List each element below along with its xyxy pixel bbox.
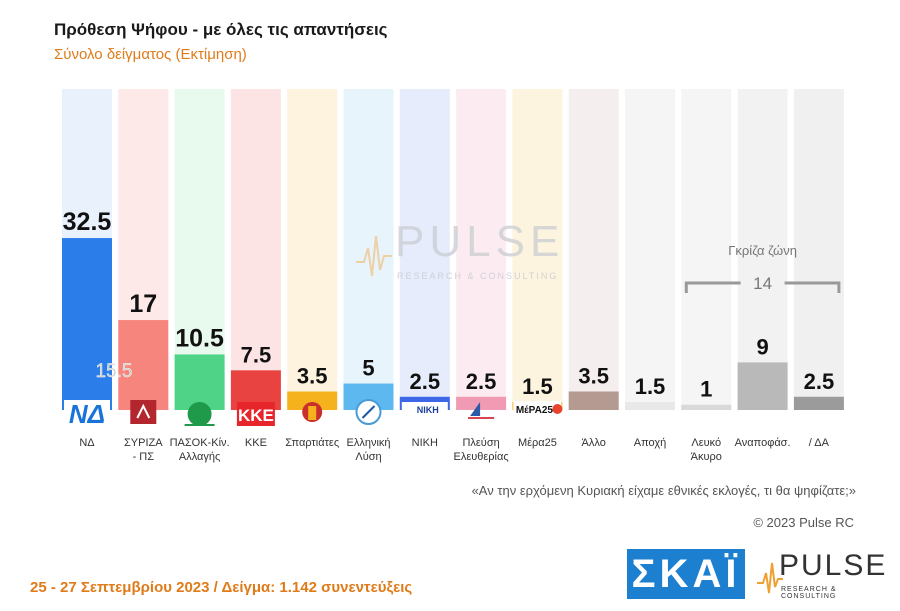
watermark-word: PULSE <box>395 217 564 266</box>
bar <box>118 320 169 410</box>
mera25-logo: ΜέΡΑ25 <box>516 405 554 416</box>
category-label: Αναποφάσ. <box>735 437 791 449</box>
pulse-logo: PULSE RESEARCH & CONSULTING <box>757 549 892 601</box>
category-label: Μέρα25 <box>518 437 557 449</box>
bar-value-label: 1.5 <box>522 374 553 399</box>
niki-logo-bg <box>401 402 448 416</box>
bar <box>681 404 732 410</box>
kke-logo: ΚΚΕ <box>238 406 274 425</box>
bar-chart: PULSE RESEARCH & CONSULTING 32.5 ΝΔ 17 ΣΥΡΙΖΑ… <box>62 89 844 463</box>
bar-value-label: 9 <box>756 334 768 359</box>
bar <box>625 402 675 410</box>
category-label: ΝΔ <box>79 437 95 449</box>
elliniki-lysi-compass-needle <box>361 405 376 419</box>
bar-background <box>793 89 844 410</box>
bar-value-label: 3.5 <box>297 363 328 388</box>
pulse-wave-icon <box>757 562 783 594</box>
bar <box>737 362 788 410</box>
gray-zone-bracket-right <box>784 281 841 293</box>
nd-logo: ΝΔ <box>69 399 105 429</box>
survey-question: «Αν την ερχόμενη Κυριακή είχαμε εθνικές … <box>471 483 856 498</box>
bar-value-label: 2.5 <box>466 369 497 394</box>
skai-logo: ΣΚΑΪ <box>627 549 745 599</box>
bar <box>568 391 619 410</box>
category-label: ΣΥΡΙΖΑ <box>124 437 163 449</box>
syriza-comparison-label: 15.5 <box>96 361 133 382</box>
pulse-logo-tagline: RESEARCH & CONSULTING <box>781 586 837 600</box>
spartiates-helmet-crest <box>308 406 317 420</box>
bar-background <box>681 89 732 410</box>
pasok-sun-icon <box>187 402 212 426</box>
bar-value-label: 1 <box>700 377 712 402</box>
category-label: Άκυρο <box>691 451 722 463</box>
gray-zone-bracket-left <box>684 281 741 293</box>
category-label: Ελευθερίας <box>454 451 509 463</box>
bar-background <box>399 89 450 410</box>
chart-title: Πρόθεση Ψήφου - με όλες τις απαντήσεις <box>54 20 388 39</box>
category-label: Λευκό <box>691 437 721 449</box>
syriza-logo <box>130 400 157 424</box>
bar-value-label: 32.5 <box>63 208 112 236</box>
bar-background <box>230 89 281 410</box>
bar-background <box>737 89 788 410</box>
bar-value-label: 1.5 <box>635 374 666 399</box>
watermark-tagline: RESEARCH & CONSULTING <box>397 271 558 281</box>
bar <box>287 391 338 410</box>
bar-value-label: 10.5 <box>175 324 224 352</box>
bar-background <box>287 89 338 410</box>
category-label: Πλεύση <box>462 437 499 449</box>
category-label: - ΠΣ <box>133 451 155 463</box>
category-label: Λύση <box>355 451 381 463</box>
category-label: / ΔΑ <box>809 437 830 449</box>
pulse-logo-word: PULSE <box>779 549 888 582</box>
category-label: Σπαρτιάτες <box>285 437 339 449</box>
kke-logo-bg <box>236 402 275 426</box>
bar-value-label: 2.5 <box>804 369 835 394</box>
category-label: ΝΙΚΗ <box>412 437 438 449</box>
gray-zone-value: 14 <box>753 274 772 293</box>
category-label: ΠΑΣΟΚ-Κίν. <box>170 437 230 449</box>
watermark-wave <box>356 235 392 277</box>
syriza-logo-mark <box>136 403 151 419</box>
category-label: Αλλαγής <box>179 451 220 463</box>
chart-subtitle: Σύνολο δείγματος (Εκτίμηση) <box>54 46 247 63</box>
bar <box>456 396 507 410</box>
bar <box>62 238 112 410</box>
category-label: Ελληνική <box>346 437 390 449</box>
mera25-logo-bg <box>513 401 562 417</box>
plefsi-sail-icon <box>470 402 481 416</box>
pasok-sun-rays <box>184 424 215 426</box>
copyright-text: © 2023 Pulse RC <box>753 515 854 530</box>
bar <box>174 354 225 410</box>
niki-logo: ΝΙΚΗ <box>417 405 439 415</box>
mera25-logo-dot <box>552 404 563 414</box>
bar-value-label: 3.5 <box>578 363 609 388</box>
bar-value-label: 17 <box>129 290 157 318</box>
category-label: ΚΚΕ <box>245 437 267 449</box>
bar-background <box>625 89 675 410</box>
bar-value-label: 2.5 <box>410 369 441 394</box>
bar-background <box>512 89 563 410</box>
bar-background <box>568 89 619 410</box>
gray-zone-label: Γκρίζα ζώνη <box>728 243 797 258</box>
bar-value-label: 7.5 <box>241 342 272 367</box>
survey-dates-sample: 25 - 27 Σεπτεμβρίου 2023 / Δείγμα: 1.142… <box>30 579 413 596</box>
nd-logo-bg <box>64 400 110 426</box>
bar-background <box>456 89 507 410</box>
bar-value-label: 5 <box>362 356 374 381</box>
bar <box>793 396 844 410</box>
category-label: Άλλο <box>582 437 606 449</box>
category-label: Αποχή <box>634 437 666 449</box>
